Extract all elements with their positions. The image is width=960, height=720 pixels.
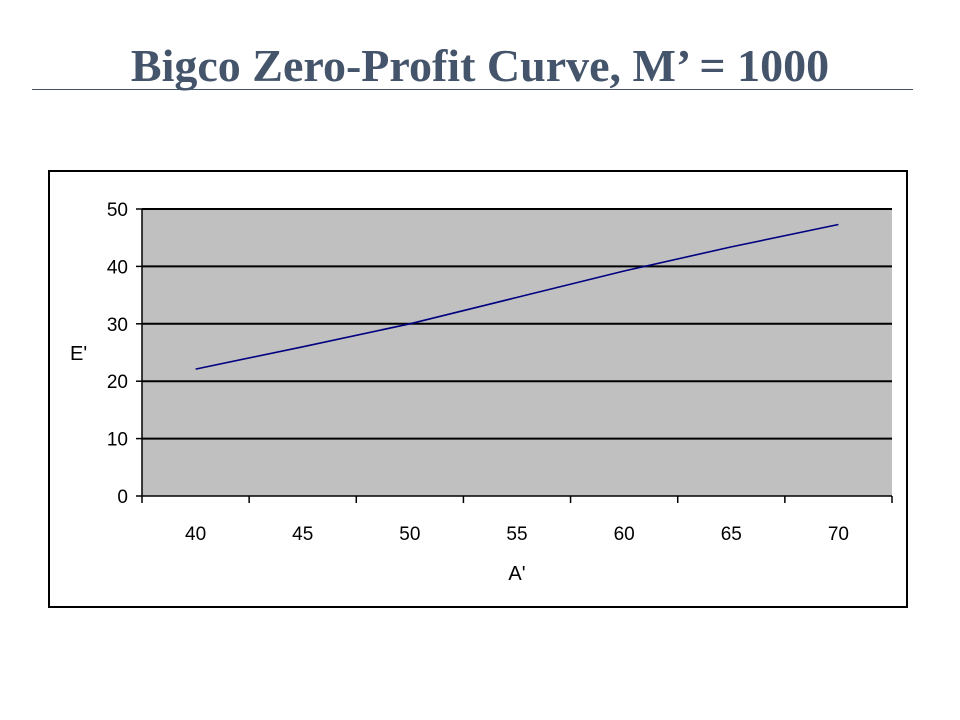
- x-axis-ticks: 40 45 50 55 60 65 70: [141, 496, 893, 545]
- y-axis-ticks: 0 10 20 30 40 50: [107, 200, 142, 508]
- x-tick-label: 55: [506, 524, 527, 545]
- gridlines: [142, 208, 892, 440]
- y-tick-label: 10: [107, 430, 128, 451]
- y-tick-label: 50: [107, 200, 128, 221]
- y-tick-label: 40: [107, 257, 128, 278]
- y-axis-title: E': [70, 343, 87, 365]
- plot-area: [142, 209, 892, 496]
- y-tick-label: 20: [107, 372, 128, 393]
- page-title: Bigco Zero-Profit Curve, M’ = 1000: [130, 40, 830, 91]
- y-tick-label: 0: [117, 487, 128, 508]
- x-tick-label: 50: [399, 524, 420, 545]
- series-layer: [195, 223, 839, 370]
- x-axis-title: A': [508, 563, 525, 585]
- title-divider: [32, 89, 913, 90]
- x-tick-label: 40: [185, 524, 206, 545]
- series-line: [195, 223, 839, 370]
- y-tick-label: 30: [107, 315, 128, 336]
- x-tick-label: 45: [292, 524, 313, 545]
- axes: [141, 209, 892, 497]
- x-tick-label: 65: [721, 524, 742, 545]
- x-tick-label: 70: [828, 524, 849, 545]
- x-tick-label: 60: [614, 524, 635, 545]
